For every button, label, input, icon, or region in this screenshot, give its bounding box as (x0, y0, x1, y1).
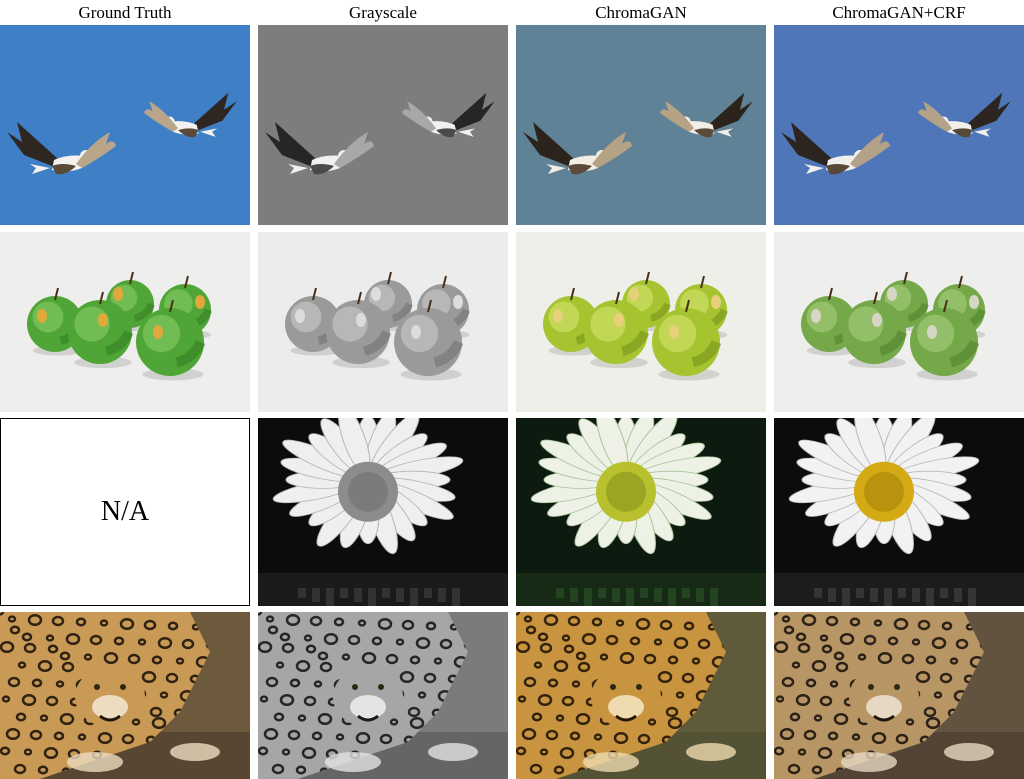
birds-in-sky-image-grayscale (258, 25, 508, 225)
na-text: N/A (100, 496, 150, 527)
na-placeholder-daisy-ground-truth: N/A (0, 418, 250, 606)
birds-in-sky-image-ground-truth (0, 25, 250, 225)
leopard-image-chromagan-crf (774, 612, 1024, 779)
column-header-grayscale: Grayscale (349, 3, 417, 22)
birds-in-sky-image-chromagan-crf (774, 25, 1024, 225)
green-apples-image-chromagan-crf (774, 232, 1024, 412)
column-header-chromagan: ChromaGAN (595, 3, 687, 22)
column-header-ground-truth: Ground Truth (78, 3, 172, 22)
leopard-image-grayscale (258, 612, 508, 779)
birds-in-sky-image-chromagan (516, 25, 766, 225)
daisy-flower-image-chromagan (516, 418, 766, 606)
daisy-flower-image-chromagan-crf (774, 418, 1024, 606)
green-apples-image-grayscale (258, 232, 508, 412)
leopard-image-chromagan (516, 612, 766, 779)
green-apples-image-chromagan (516, 232, 766, 412)
daisy-flower-image-grayscale (258, 418, 508, 606)
column-header-chromagan-crf: ChromaGAN+CRF (832, 3, 966, 22)
leopard-image-ground-truth (0, 612, 250, 779)
green-apples-image-ground-truth (0, 232, 250, 412)
